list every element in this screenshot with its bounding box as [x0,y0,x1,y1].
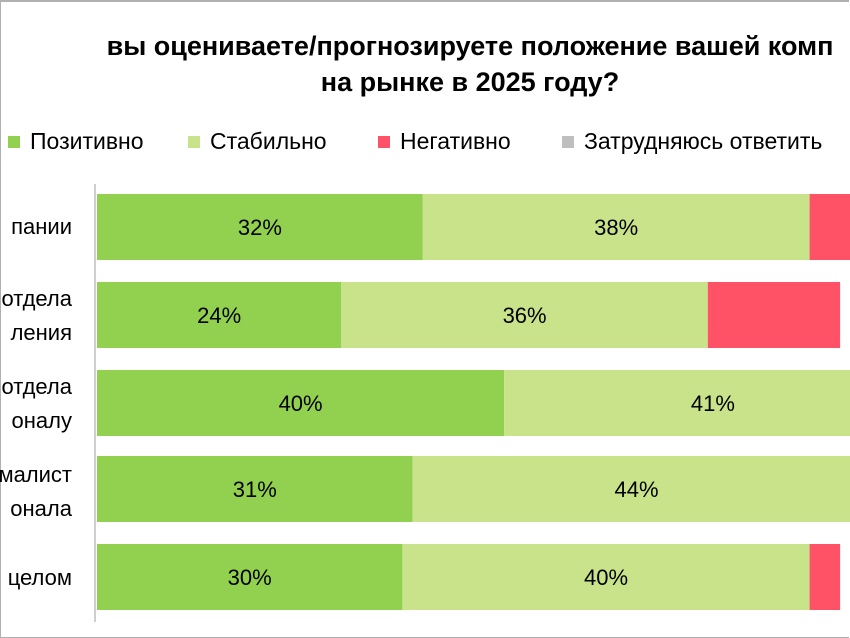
data-label-5-1: 30% [228,565,272,590]
legend-label-positive: Позитивно [30,128,144,154]
category-label-3-line-2: оналу [11,408,72,433]
legend-swatch-stable [188,135,200,148]
bar-segment-2-1 [97,282,342,348]
legend-label-negative: Негативно [400,128,511,154]
data-label-1-2: 38% [594,215,638,240]
bar-segment-1-2 [422,194,810,260]
category-label-5-line-1: целом [7,565,72,590]
data-label-2-2: 36% [503,303,547,328]
legend-item-negative: Негативно [378,128,511,155]
legend-label-stable: Стабильно [210,128,327,154]
category-label-2-line-2: ления [10,320,72,345]
legend-item-stable: Стабильно [188,128,327,155]
chart-title-line-2: на рынке в 2025 году? [320,67,620,97]
category-label-1: пании [11,210,72,244]
chart-title: вы оцениваете/прогнозируете положение ва… [0,28,850,100]
legend-swatch-negative [378,135,390,148]
bar-segment-5-1 [97,544,403,610]
category-label-4: малист онала [0,458,72,526]
chart-title-line-1: вы оцениваете/прогнозируете положение ва… [106,31,834,61]
category-label-3: отдела оналу [1,370,72,438]
bar-segment-2-2 [341,282,708,348]
category-label-2-line-1: отдела [1,286,72,311]
category-label-2: отдела ления [1,282,72,350]
bar-segment-1-1 [97,194,423,260]
bar-segment-4-2 [412,456,850,522]
data-label-5-2: 40% [584,565,628,590]
legend-label-hard: Затрудняюсь ответить [584,128,823,154]
category-label-1-line-1: пании [11,214,72,239]
data-label-3-2: 41% [691,391,735,416]
category-label-4-line-1: малист [0,462,72,487]
data-label-4-2: 44% [614,477,658,502]
category-label-4-line-2: онала [10,496,72,521]
bar-segment-4-1 [97,456,413,522]
legend-item-hard: Затрудняюсь ответить [562,128,822,155]
category-label-5: целом [8,561,72,595]
legend-item-positive: Позитивно [8,128,144,155]
data-label-4-1: 31% [233,477,277,502]
data-label-3-1: 40% [279,391,323,416]
legend-swatch-positive [8,135,20,148]
category-label-3-line-1: отдела [1,374,72,399]
bar-segment-3-2 [504,370,850,436]
bars-group: 32% 38% 24% 36% 40% 41% 31% 44% 30% 40% [97,194,850,610]
bar-segment-5-2 [402,544,810,610]
data-label-2-1: 24% [197,303,241,328]
legend-swatch-hard [562,135,574,148]
bar-segment-5-3 [809,544,841,610]
data-label-1-1: 32% [238,215,282,240]
bar-segment-2-3 [707,282,841,348]
bar-segment-1-3 [809,194,850,260]
bar-segment-3-1 [97,370,505,436]
